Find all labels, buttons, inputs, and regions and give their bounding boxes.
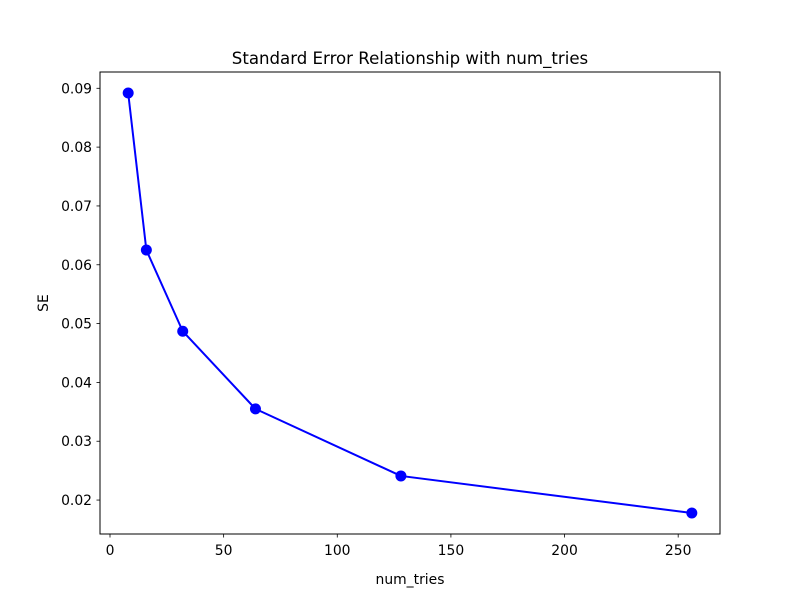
y-tick-label: 0.05 — [61, 317, 92, 333]
y-tick-label: 0.03 — [61, 434, 92, 450]
axes-frame — [99, 71, 721, 535]
y-tick-label: 0.06 — [61, 258, 92, 274]
data-point — [686, 507, 698, 519]
x-tick-label: 0 — [106, 543, 115, 559]
x-axis-ticks: 0 50 100 150 200 250 — [106, 534, 692, 559]
y-tick-label: 0.08 — [61, 140, 92, 156]
x-axis-label: num_tries — [376, 572, 445, 588]
x-tick-label: 100 — [324, 543, 351, 559]
data-point — [177, 325, 189, 337]
y-axis-ticks: 0.02 0.03 0.04 0.05 0.06 0.07 0.08 0.09 — [61, 81, 100, 509]
y-tick-label: 0.02 — [61, 493, 92, 509]
x-tick-label: 150 — [438, 543, 465, 559]
y-axis-label: SE — [36, 294, 52, 312]
y-tick-label: 0.04 — [61, 375, 92, 391]
y-tick-label: 0.07 — [61, 199, 92, 215]
data-point — [395, 470, 407, 482]
data-point — [249, 403, 261, 415]
chart-title: Standard Error Relationship with num_tri… — [232, 49, 588, 69]
y-tick-label: 0.09 — [61, 81, 92, 97]
data-point — [140, 244, 152, 256]
data-line — [127, 92, 693, 514]
data-point — [122, 87, 134, 99]
data-series — [122, 87, 698, 519]
x-tick-label: 50 — [215, 543, 233, 559]
x-tick-label: 250 — [665, 543, 692, 559]
x-tick-label: 200 — [551, 543, 578, 559]
